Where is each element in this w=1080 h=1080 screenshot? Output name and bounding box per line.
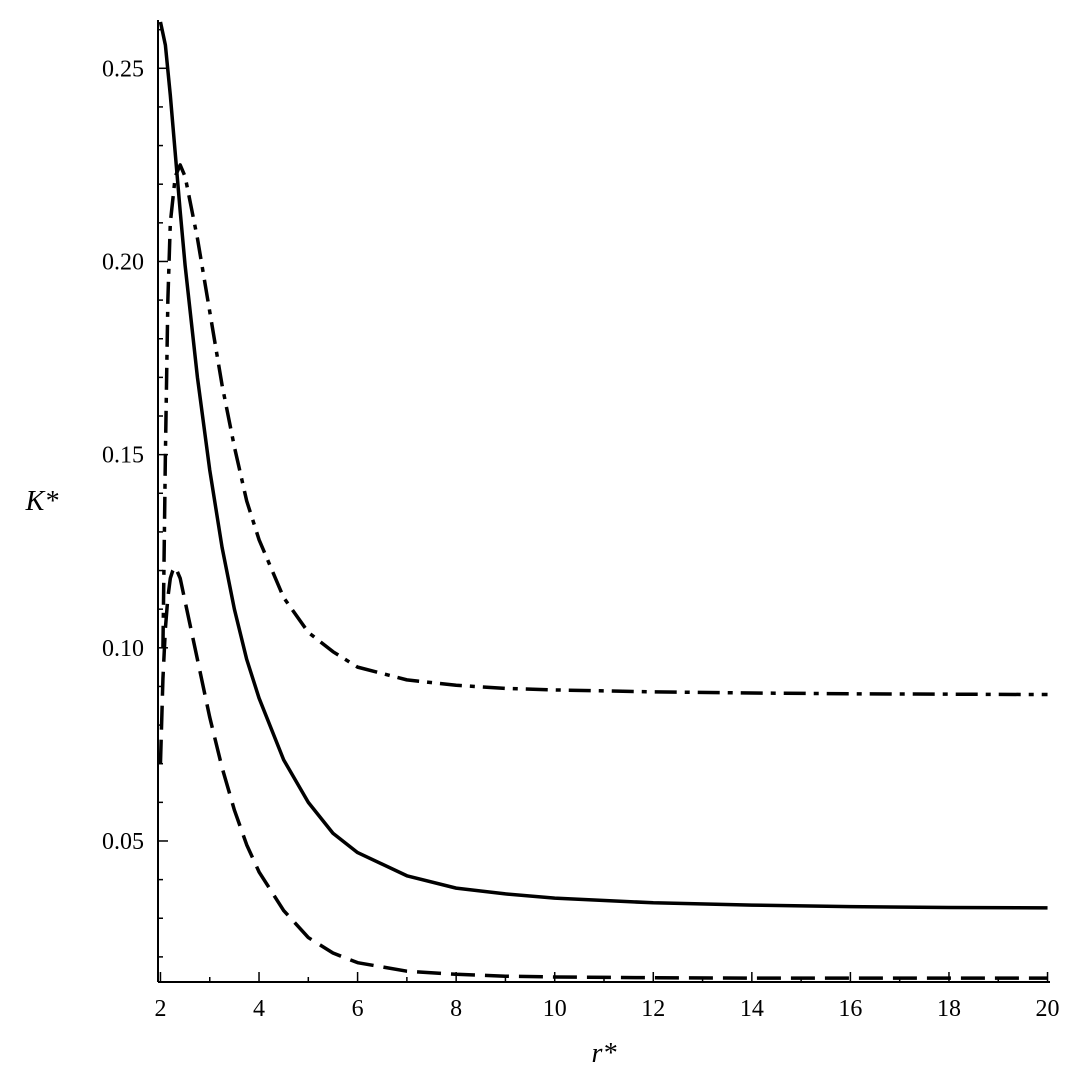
y-tick-label: 0.10	[102, 636, 144, 662]
x-tick-label: 2	[154, 996, 166, 1022]
y-tick-label: 0.25	[102, 56, 144, 82]
x-ticks: 2 4 6 8 10 12 14 16 18 20	[154, 972, 1060, 1022]
x-tick-label: 12	[641, 996, 665, 1022]
x-tick-label: 8	[450, 996, 462, 1022]
series-line-dashdot	[161, 163, 1048, 697]
x-tick-label: 14	[740, 996, 764, 1022]
y-axis-title: K*	[25, 486, 59, 517]
x-tick-label: 18	[937, 996, 961, 1022]
y-tick-label: 0.05	[102, 829, 144, 855]
y-ticks: 0.05 0.10 0.15 0.20 0.25	[102, 28, 168, 958]
axes: 2 4 6 8 10 12 14 16 18 20 0.05 0.10 0.15 0.20 0.25	[102, 20, 1060, 1022]
x-tick-label: 6	[352, 996, 364, 1022]
y-tick-label: 0.20	[102, 249, 144, 275]
x-tick-label: 4	[253, 996, 265, 1022]
plot-curves	[158, 21, 1048, 980]
x-tick-label: 20	[1036, 996, 1060, 1022]
x-tick-label: 16	[838, 996, 862, 1022]
y-tick-label: 0.15	[102, 443, 144, 469]
x-tick-label: 10	[543, 996, 567, 1022]
series-line-solid	[158, 21, 1048, 910]
x-axis-title: r*	[592, 1038, 617, 1069]
series-line-dashed	[158, 564, 1048, 980]
